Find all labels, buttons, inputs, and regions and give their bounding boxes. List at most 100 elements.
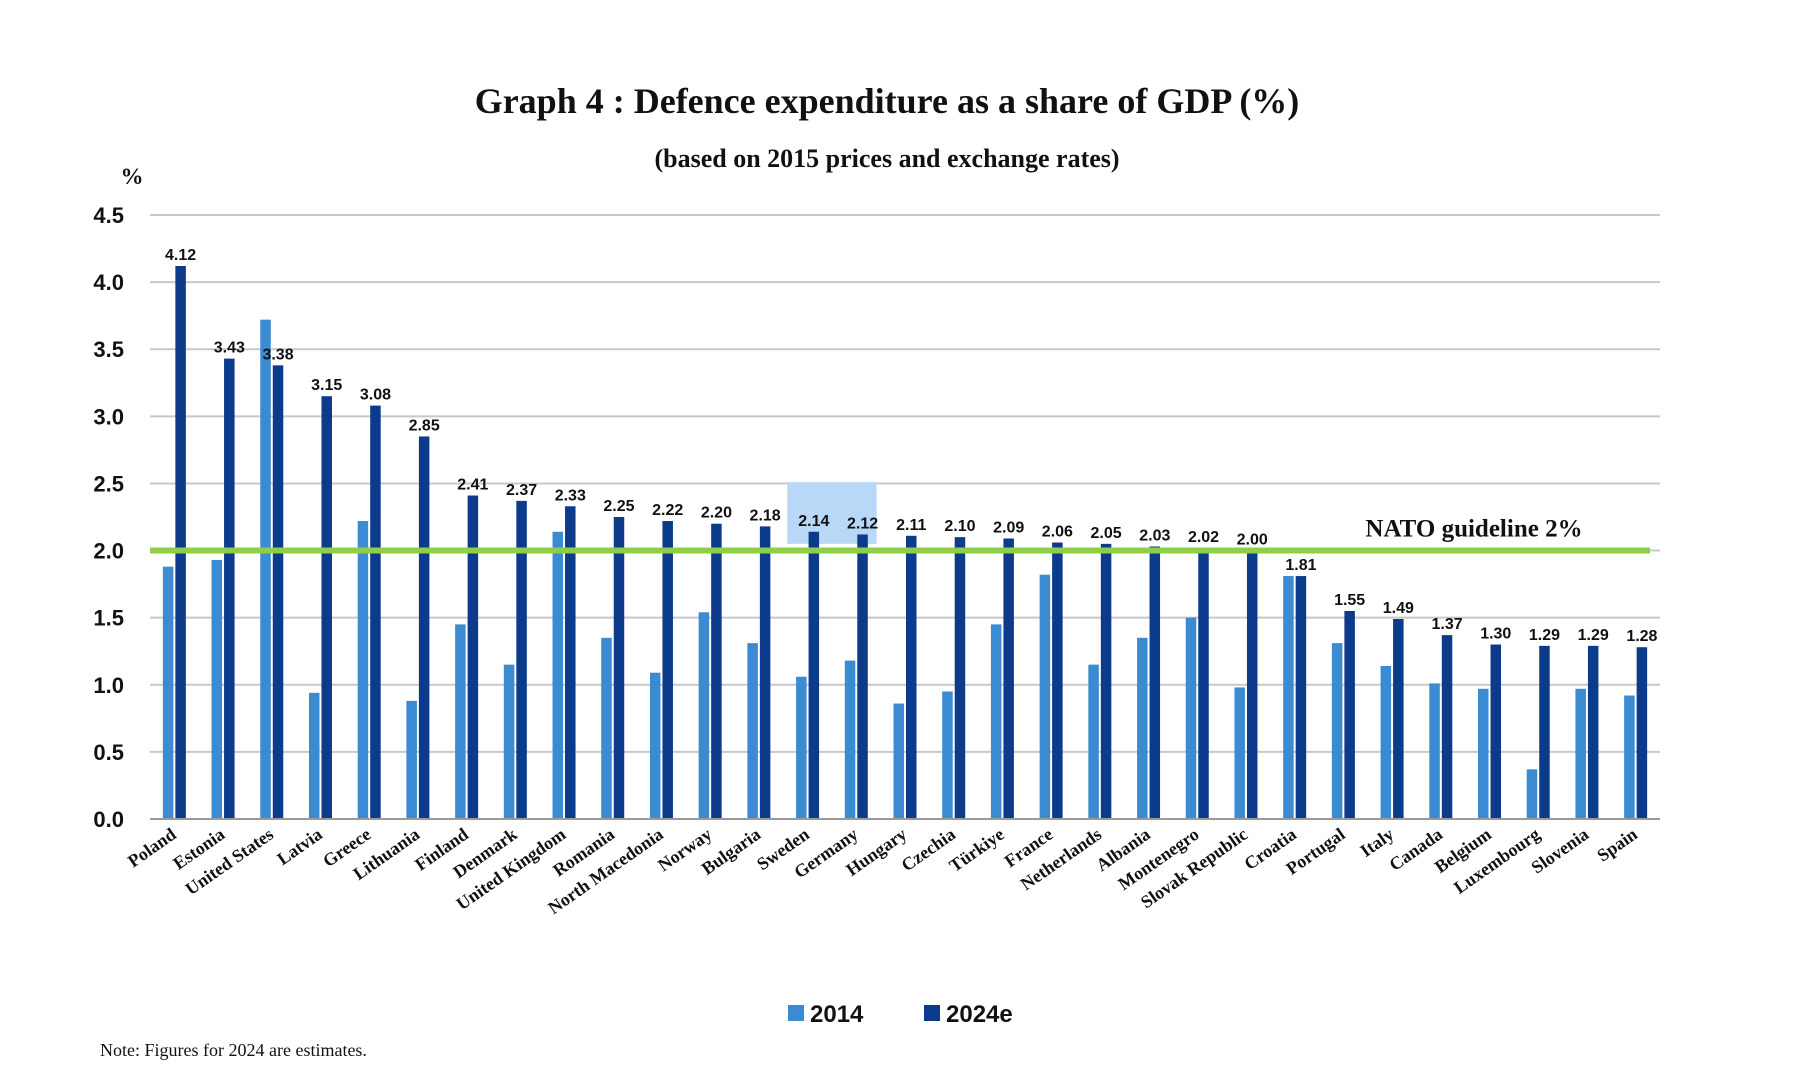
bar-2014-germany bbox=[844, 660, 856, 819]
data-label: 1.28 bbox=[1626, 628, 1657, 645]
bar-2014-t-rkiye bbox=[990, 624, 1002, 819]
bar-2014-slovenia bbox=[1575, 688, 1586, 819]
bar-2014-netherlands bbox=[1088, 664, 1099, 819]
data-label: 1.81 bbox=[1285, 557, 1316, 574]
bar-2024e-united-states bbox=[272, 365, 284, 819]
y-tick-label: 0.0 bbox=[93, 807, 124, 832]
bar-2024e-albania bbox=[1149, 546, 1161, 819]
y-tick-label: 3.5 bbox=[93, 337, 124, 362]
footnote: Note: Figures for 2024 are estimates. bbox=[100, 1040, 367, 1060]
bar-2014-albania bbox=[1137, 637, 1148, 819]
legend-label-2024e: 2024e bbox=[946, 1001, 1013, 1028]
data-label: 4.12 bbox=[165, 247, 196, 264]
legend-swatch-2024e bbox=[924, 1005, 940, 1021]
bar-2014-luxembourg bbox=[1526, 769, 1538, 819]
bar-2024e-norway bbox=[711, 523, 722, 819]
data-label: 1.37 bbox=[1431, 616, 1462, 633]
y-tick-label: 1.5 bbox=[93, 606, 124, 631]
data-label: 2.14 bbox=[798, 513, 829, 530]
bar-2014-finland bbox=[455, 624, 466, 819]
bar-2024e-france bbox=[1052, 542, 1063, 819]
chart-title: Graph 4 : Defence expenditure as a share… bbox=[475, 81, 1300, 121]
legend-label-2014: 2014 bbox=[810, 1001, 864, 1028]
data-label: 1.49 bbox=[1383, 600, 1414, 617]
data-label: 2.18 bbox=[750, 507, 781, 524]
data-label: 2.10 bbox=[944, 518, 975, 535]
data-label: 2.41 bbox=[457, 477, 488, 494]
y-tick-label: 4.0 bbox=[93, 270, 124, 295]
bar-2024e-canada bbox=[1441, 635, 1453, 819]
bar-2014-bulgaria bbox=[747, 643, 758, 819]
bar-2014-united-kingdom bbox=[552, 531, 564, 819]
y-tick-label: 3.0 bbox=[93, 404, 124, 429]
bar-2024e-belgium bbox=[1490, 644, 1502, 819]
x-tick-label: Latvia bbox=[273, 824, 325, 869]
bar-2024e-netherlands bbox=[1100, 543, 1112, 819]
data-label: 3.43 bbox=[214, 340, 245, 357]
data-label: 1.29 bbox=[1578, 627, 1609, 644]
data-label: 3.08 bbox=[360, 387, 391, 404]
data-label: 2.06 bbox=[1042, 524, 1073, 541]
data-label: 2.02 bbox=[1188, 529, 1219, 546]
y-axis-label: % bbox=[121, 164, 144, 189]
bar-2024e-italy bbox=[1393, 619, 1404, 819]
data-label: 2.37 bbox=[506, 482, 537, 499]
nato-guideline-label: NATO guideline 2% bbox=[1365, 516, 1582, 543]
bar-2014-lithuania bbox=[406, 700, 417, 819]
data-label: 2.11 bbox=[896, 517, 926, 534]
bar-2014-romania bbox=[601, 637, 612, 819]
x-tick-label: Türkiye bbox=[945, 824, 1007, 876]
data-label: 2.00 bbox=[1237, 532, 1268, 549]
data-label: 1.29 bbox=[1529, 627, 1560, 644]
x-tick-label: Spain bbox=[1593, 824, 1641, 866]
bar-2014-north-macedonia bbox=[649, 672, 661, 819]
bar-2014-poland bbox=[162, 566, 174, 819]
data-label: 3.15 bbox=[311, 377, 342, 394]
bars bbox=[162, 266, 1648, 819]
bar-2014-france bbox=[1039, 574, 1051, 819]
y-tick-label: 4.5 bbox=[93, 203, 124, 228]
bar-2024e-spain bbox=[1636, 647, 1648, 819]
data-label: 2.05 bbox=[1091, 525, 1122, 542]
data-label: 2.20 bbox=[701, 505, 732, 522]
bar-2014-croatia bbox=[1283, 576, 1294, 819]
bar-2024e-sweden bbox=[808, 531, 820, 819]
x-tick-label: Poland bbox=[124, 824, 180, 871]
data-label: 2.25 bbox=[603, 498, 634, 515]
bar-2024e-poland bbox=[175, 266, 186, 819]
bar-2014-portugal bbox=[1331, 643, 1343, 819]
bar-2014-latvia bbox=[308, 692, 320, 819]
y-tick-labels: 0.0 0.5 1.0 1.5 2.0 2.5 3.0 3.5 4.0 4.5 bbox=[93, 203, 124, 832]
bar-2024e-bulgaria bbox=[759, 526, 771, 819]
data-label: 2.33 bbox=[555, 487, 586, 504]
bar-2024e-finland bbox=[467, 495, 479, 819]
bar-2024e-germany bbox=[857, 534, 868, 819]
highlight-box bbox=[787, 482, 877, 544]
y-tick-label: 2.5 bbox=[93, 471, 124, 496]
chart-subtitle: (based on 2015 prices and exchange rates… bbox=[654, 144, 1119, 173]
bar-2014-canada bbox=[1429, 683, 1440, 819]
bar-2014-slovak-republic bbox=[1234, 687, 1245, 819]
legend-swatch-2014 bbox=[788, 1005, 804, 1021]
bar-2024e-greece bbox=[370, 405, 381, 819]
bar-2014-montenegro bbox=[1185, 617, 1197, 819]
bar-2014-sweden bbox=[796, 676, 807, 819]
bar-2014-united-states bbox=[260, 319, 271, 819]
bar-2024e-lithuania bbox=[418, 436, 430, 819]
bar-2024e-slovenia bbox=[1587, 645, 1599, 819]
data-label: 2.03 bbox=[1139, 528, 1170, 545]
data-label: 2.12 bbox=[847, 515, 878, 532]
data-label: 3.38 bbox=[262, 346, 293, 363]
bar-2014-denmark bbox=[503, 664, 515, 819]
bar-2014-greece bbox=[357, 521, 369, 819]
bar-2024e-croatia bbox=[1295, 576, 1307, 819]
data-label: 1.55 bbox=[1334, 592, 1365, 609]
bar-2014-italy bbox=[1380, 665, 1392, 819]
legend: 2014 2024e bbox=[788, 1001, 1013, 1028]
data-label: 1.30 bbox=[1480, 626, 1511, 643]
bar-2014-hungary bbox=[893, 703, 904, 819]
bar-2024e-montenegro bbox=[1198, 547, 1209, 819]
data-label: 2.09 bbox=[993, 519, 1024, 536]
